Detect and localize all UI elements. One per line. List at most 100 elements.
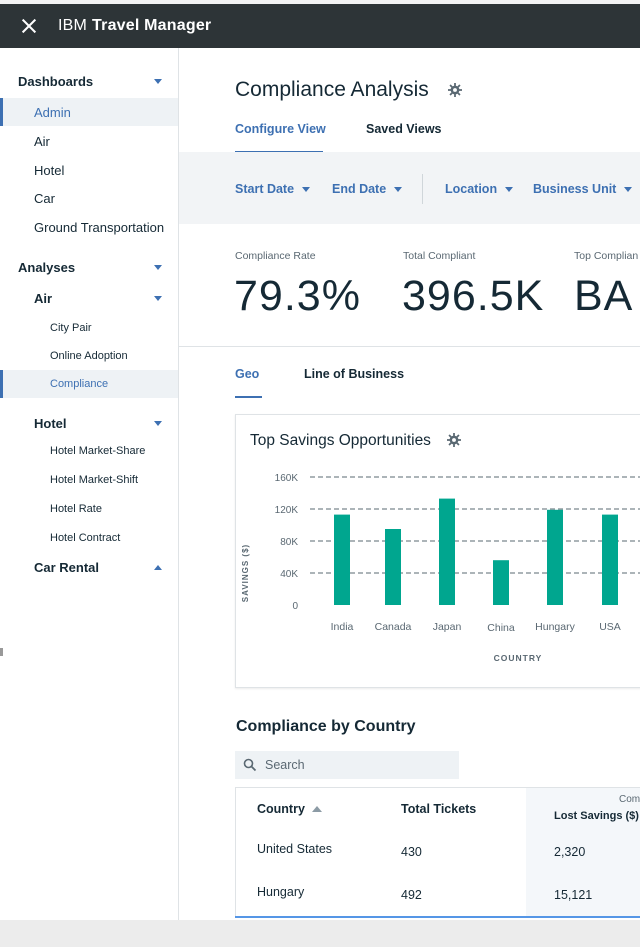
header-label: Country xyxy=(257,802,305,816)
filter-bar xyxy=(179,152,640,224)
page-title: Compliance Analysis xyxy=(235,78,429,101)
sidebar-item-online-adoption[interactable]: Online Adoption xyxy=(0,342,178,370)
bottom-bar xyxy=(0,920,640,947)
sidebar-item-hotel-market-shift[interactable]: Hotel Market-Shift xyxy=(0,466,178,494)
sidebar-item-label: Hotel Contract xyxy=(50,532,121,544)
sidebar-item-label: Hotel Rate xyxy=(50,503,102,515)
top-bar: IBM Travel Manager xyxy=(0,4,640,48)
bar-china[interactable] xyxy=(493,560,509,605)
filter-label: Business Unit xyxy=(533,182,617,196)
sidebar-item-dashboards[interactable]: Dashboards xyxy=(0,67,178,95)
kpi-label-compliance-rate: Compliance Rate xyxy=(235,250,316,262)
sidebar-item-label: City Pair xyxy=(50,322,92,334)
y-tick-label: 160K xyxy=(275,473,299,484)
brand-prefix: IBM xyxy=(58,17,88,34)
x-tick-label: China xyxy=(487,622,515,634)
y-tick-label: 80K xyxy=(280,537,298,548)
row-focus-edge xyxy=(235,916,640,918)
table-row[interactable]: United States 430 2,320 xyxy=(235,830,640,874)
section-title: Compliance by Country xyxy=(236,718,416,735)
column-header-country[interactable]: Country xyxy=(257,802,305,816)
bar-hungary[interactable] xyxy=(547,509,563,605)
column-shade xyxy=(526,830,640,873)
end-date-filter[interactable]: End Date xyxy=(332,182,403,196)
chevron-down-icon[interactable] xyxy=(154,264,162,270)
chevron-up-icon[interactable] xyxy=(154,564,162,570)
sidebar-item-city-pair[interactable]: City Pair xyxy=(0,314,178,342)
cell-lost-savings: 15,121 xyxy=(554,888,593,902)
sidebar-item-admin[interactable]: Admin xyxy=(0,98,178,126)
close-icon[interactable] xyxy=(21,18,37,34)
bar-japan[interactable] xyxy=(439,498,455,605)
tab-configure-view[interactable]: Configure View xyxy=(235,122,326,136)
chevron-down-icon xyxy=(505,186,514,192)
y-tick-label: 40K xyxy=(280,569,298,580)
filter-divider xyxy=(422,174,423,204)
x-tick-label: Japan xyxy=(433,621,462,633)
filter-label: Start Date xyxy=(235,182,295,196)
sidebar-item-label: Online Adoption xyxy=(50,350,128,362)
window-edge-marker xyxy=(0,648,3,656)
bar-canada[interactable] xyxy=(385,529,401,605)
sidebar-item-label: Car xyxy=(34,190,55,206)
start-date-filter[interactable]: Start Date xyxy=(235,182,311,196)
sidebar-item-hotel[interactable]: Hotel xyxy=(0,409,178,437)
column-header-total-tickets[interactable]: Total Tickets xyxy=(401,802,477,816)
sidebar-item-label: Air xyxy=(34,290,53,306)
chevron-down-icon[interactable] xyxy=(154,78,162,84)
sidebar-item-label: Air xyxy=(34,133,50,149)
bar-usa[interactable] xyxy=(602,514,618,605)
kpi-label-top-compliant: Top Complian xyxy=(574,250,639,262)
sidebar-item-air[interactable]: Air xyxy=(0,284,178,312)
savings-chart-card: Top Savings Opportunities SAVINGS ($) CO… xyxy=(235,414,640,688)
tab-geo[interactable]: Geo xyxy=(235,367,260,381)
gear-icon[interactable] xyxy=(447,433,461,447)
sidebar-item-compliance[interactable]: Compliance xyxy=(0,370,178,398)
chevron-down-icon xyxy=(302,186,311,192)
gear-icon[interactable] xyxy=(448,83,462,97)
sidebar-item-analyses[interactable]: Analyses xyxy=(0,253,178,281)
app-brand: IBM Travel Manager xyxy=(58,17,211,35)
y-tick-label: 120K xyxy=(275,505,299,516)
cell-country: United States xyxy=(257,842,333,856)
sidebar-item-label: Hotel xyxy=(34,162,65,178)
cell-country: Hungary xyxy=(257,885,305,899)
chevron-down-icon[interactable] xyxy=(154,420,162,426)
search-input[interactable] xyxy=(263,757,447,773)
active-subtab-indicator xyxy=(235,396,262,398)
column-shade xyxy=(526,873,640,916)
tab-saved-views[interactable]: Saved Views xyxy=(366,122,442,136)
sidebar-item-label: Hotel xyxy=(34,415,67,431)
brand-name: Travel Manager xyxy=(92,17,212,34)
sidebar-item-ground-transportation[interactable]: Ground Transportation xyxy=(0,213,178,241)
sidebar: Dashboards Admin Air Hotel Car Ground Transpo… xyxy=(0,48,179,920)
column-header-lost-savings[interactable]: Lost Savings ($) xyxy=(554,810,639,822)
sidebar-item-car[interactable]: Car xyxy=(0,184,178,212)
sidebar-item-hotel[interactable]: Hotel xyxy=(0,156,178,184)
sidebar-item-air[interactable]: Air xyxy=(0,127,178,155)
search-box[interactable] xyxy=(235,751,459,779)
sidebar-item-label: Ground Transportation xyxy=(34,219,165,235)
tab-line-of-business[interactable]: Line of Business xyxy=(304,367,405,381)
business-unit-filter[interactable]: Business Unit xyxy=(533,182,633,196)
sidebar-item-label: Dashboards xyxy=(18,73,94,89)
sidebar-item-hotel-contract[interactable]: Hotel Contract xyxy=(0,524,178,552)
sidebar-item-label: Analyses xyxy=(18,259,76,275)
sidebar-item-label: Admin xyxy=(34,104,71,120)
bar-india[interactable] xyxy=(334,514,350,605)
sidebar-item-hotel-rate[interactable]: Hotel Rate xyxy=(0,495,178,523)
x-tick-label: India xyxy=(331,621,354,633)
column-group-header: Com xyxy=(619,794,640,805)
x-tick-label: Canada xyxy=(375,621,412,633)
kpi-value-compliance-rate: 79.3% xyxy=(234,272,361,320)
table-row[interactable]: Hungary 492 15,121 xyxy=(235,873,640,917)
sidebar-item-hotel-market-share[interactable]: Hotel Market-Share xyxy=(0,437,178,465)
kpi-value-top-compliant: BA xyxy=(574,272,634,320)
sidebar-item-car-rental[interactable]: Car Rental xyxy=(0,553,178,581)
cell-lost-savings: 2,320 xyxy=(554,845,586,859)
chevron-down-icon xyxy=(624,186,633,192)
chevron-down-icon[interactable] xyxy=(154,295,162,301)
sort-ascending-icon[interactable] xyxy=(312,806,322,812)
column-shade xyxy=(526,788,640,830)
location-filter[interactable]: Location xyxy=(445,182,514,196)
